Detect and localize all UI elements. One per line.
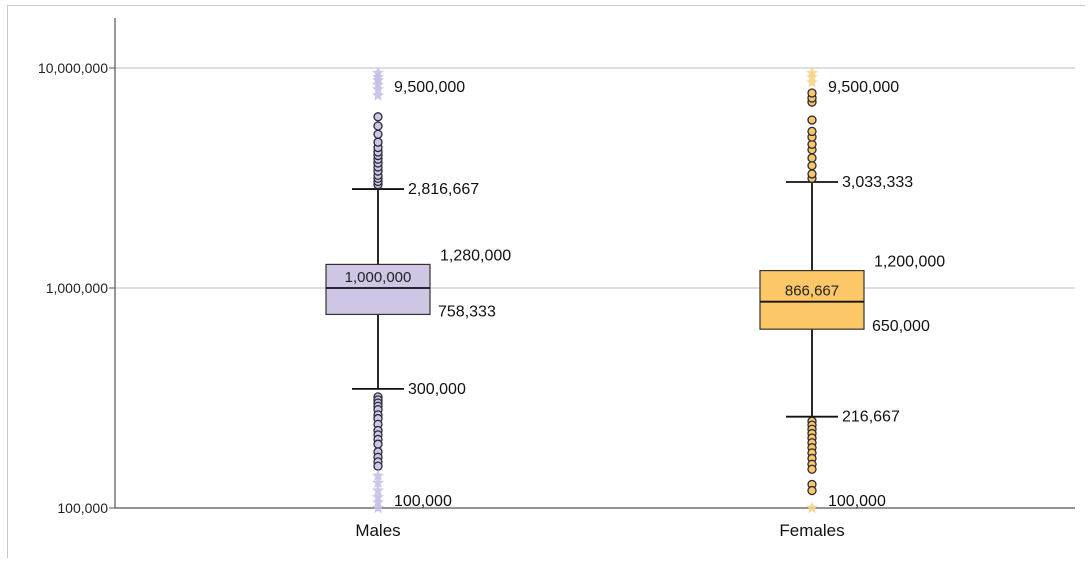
extreme-outlier-star [372, 83, 384, 95]
extreme-outlier-star [806, 501, 818, 514]
max-label: 9,500,000 [394, 79, 465, 96]
outlier-point [373, 137, 383, 147]
q1-label: 758,333 [438, 303, 496, 320]
extreme-outlier-star [806, 66, 818, 78]
outlier-point [807, 169, 817, 179]
extreme-outlier-star [372, 66, 384, 78]
outlier-point [807, 88, 817, 98]
outlier-point [807, 160, 817, 171]
box-group-females: 9,500,000 3,033,333 1,200,000 866,667 650,00… [759, 66, 945, 514]
q1-label: 650,000 [872, 318, 930, 335]
iqr-box [759, 269, 865, 330]
outlier-point [807, 464, 817, 474]
extreme-outlier-star [372, 501, 384, 514]
outlier-point [807, 485, 817, 496]
frame-left-border [7, 5, 8, 558]
axis-layer: 100,000 1,000,000 10,000,000 Males Females [38, 18, 1075, 540]
extreme-outlier-star [372, 89, 384, 101]
median-label: 1,000,000 [345, 269, 412, 286]
outlier-point [373, 121, 383, 131]
frame-top-border [7, 5, 1085, 6]
lower-whisker-label: 216,667 [842, 409, 900, 426]
plot-layer: 9,500,000 2,816,667 1,280,000 1,000,000 758,… [325, 66, 945, 514]
box-group-males: 9,500,000 2,816,667 1,280,000 1,000,000 758,… [325, 66, 511, 514]
y-tick-label: 1,000,000 [46, 280, 108, 296]
outlier-point [373, 461, 383, 471]
y-tick-label: 10,000,000 [38, 60, 108, 76]
iqr-box [325, 263, 431, 316]
min-label: 100,000 [828, 493, 886, 510]
outlier-point [807, 115, 817, 125]
q3-label: 1,200,000 [874, 254, 945, 271]
extreme-outlier-star [372, 70, 384, 83]
q3-label: 1,280,000 [440, 247, 511, 264]
x-category-label: Females [779, 521, 844, 540]
median-label: 866,667 [785, 283, 839, 300]
outlier-point [807, 153, 817, 163]
outlier-point [373, 439, 383, 449]
extreme-outlier-star [806, 70, 818, 83]
outlier-point [373, 112, 383, 122]
upper-whisker-label: 3,033,333 [842, 174, 913, 191]
extreme-outlier-star [372, 78, 384, 90]
extreme-outlier-star [806, 76, 818, 88]
x-category-label: Males [355, 521, 400, 540]
lower-whisker-label: 300,000 [408, 381, 466, 398]
min-label: 100,000 [394, 493, 452, 510]
y-tick-label: 100,000 [57, 500, 108, 516]
grid-layer [115, 67, 1075, 289]
outlier-point [807, 126, 817, 137]
outlier-point [373, 129, 383, 139]
upper-whisker-label: 2,816,667 [408, 181, 479, 198]
max-label: 9,500,000 [828, 79, 899, 96]
